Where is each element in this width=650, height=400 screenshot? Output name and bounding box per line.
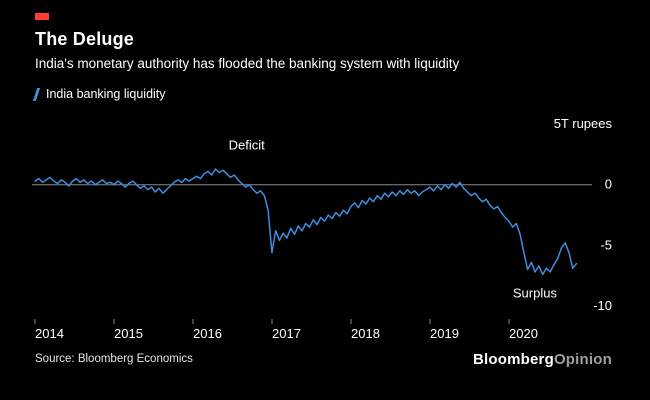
logo-bloomberg: Bloomberg	[472, 351, 554, 368]
source-note: Source: Bloomberg Economics	[35, 353, 193, 365]
legend-label: India banking liquidity	[46, 87, 166, 101]
x-tick-label: 2014	[35, 326, 64, 341]
annotation-deficit: Deficit	[229, 138, 266, 153]
annotation-surplus: Surplus	[513, 285, 558, 300]
x-tick-label: 2018	[351, 326, 380, 341]
brand-accent-bar	[35, 13, 49, 20]
chart-subtitle: India's monetary authority has flooded t…	[35, 56, 460, 71]
x-tick-label: 2020	[509, 326, 538, 341]
y-tick-label: -10	[593, 298, 612, 313]
y-tick-label: -5	[600, 237, 612, 252]
x-tick-label: 2015	[114, 326, 143, 341]
logo-opinion: Opinion	[553, 351, 612, 368]
x-tick-label: 2019	[430, 326, 459, 341]
legend: India banking liquidity	[32, 87, 166, 101]
liquidity-series-line	[34, 168, 578, 276]
chart-title: The Deluge	[35, 29, 135, 49]
y-tick-label: 0	[605, 177, 612, 192]
x-tick-label: 2016	[193, 326, 222, 341]
y-tick-label: 5T rupees	[554, 116, 613, 131]
x-tick-label: 2017	[272, 326, 301, 341]
bloomberg-opinion-logo: BloombergOpinion	[473, 351, 612, 368]
